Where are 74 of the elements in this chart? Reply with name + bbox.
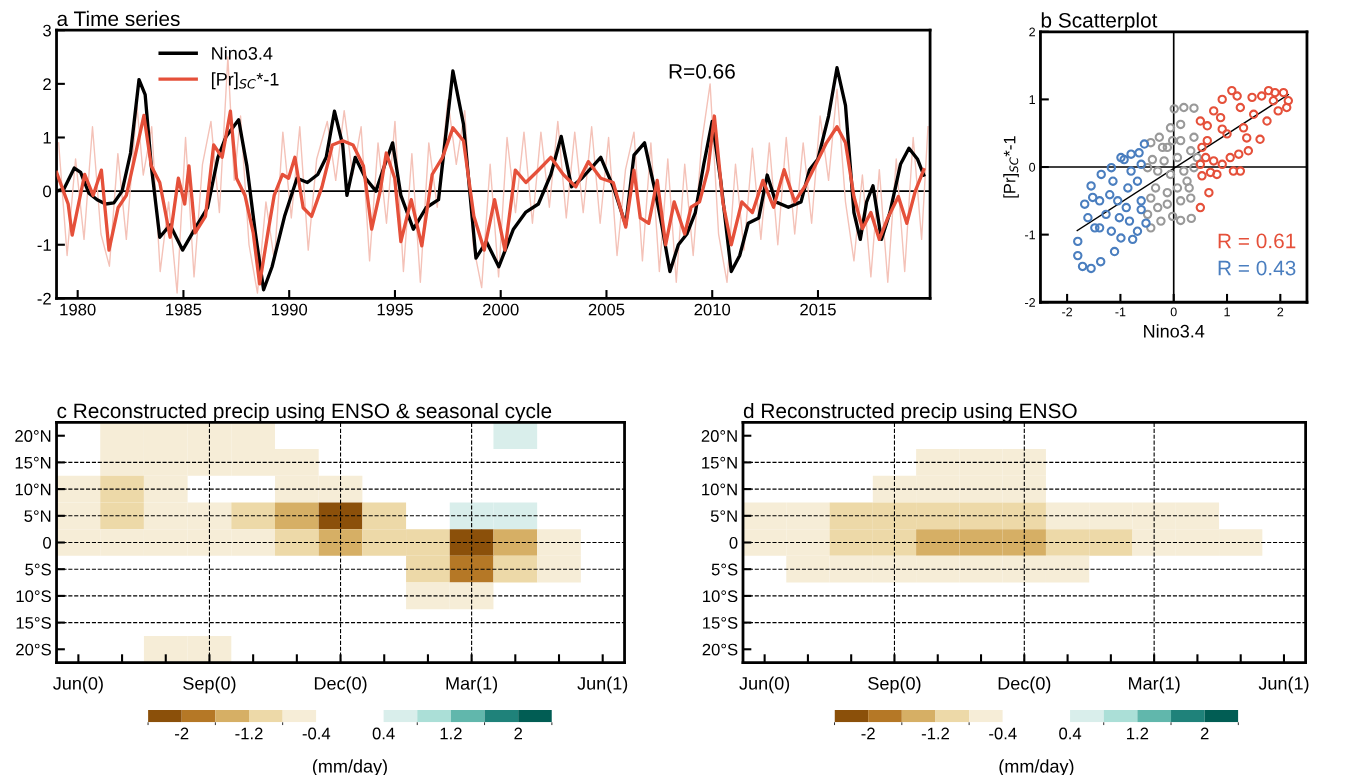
color-bar-label: -1.2 [235, 727, 263, 740]
x-tick-label: 0 [1170, 307, 1177, 317]
x-tick-label: Mar(1) [446, 676, 498, 694]
x-tick-label: -2 [1062, 307, 1073, 317]
x-tick-label: 2010 [694, 303, 731, 316]
y-tick-label: 5°N [710, 510, 737, 523]
y-tick-label: 15°S [16, 616, 51, 629]
chart-title: a Time series [57, 10, 180, 27]
text: R = 0.43 [1218, 260, 1296, 276]
legend-label: [Pr]$_{SC}$*-1 [211, 72, 279, 90]
x-tick-label: Dec(0) [314, 676, 367, 694]
y-tick-label: 0 [43, 185, 52, 198]
color-bar-label: -0.4 [989, 727, 1017, 740]
y-axis-title: [Pr]$_{SC}$*-1 [1003, 136, 1019, 198]
color-bar-label: 1.2 [440, 727, 462, 740]
y-tick-label: 0 [729, 536, 738, 549]
color-bar-label: -2 [175, 727, 189, 740]
chart-title: c Reconstructed precip using ENSO & seasonal cycle [57, 402, 552, 423]
x-tick-label: 2015 [800, 303, 836, 316]
x-tick-label: Mar(1) [1129, 676, 1180, 694]
legend-label: Nino3.4 [212, 46, 273, 60]
x-tick-label: 1990 [271, 303, 308, 316]
y-tick-label: 0 [43, 536, 52, 549]
x-tick-label: Jun(1) [1258, 676, 1309, 694]
x-tick-label: 1995 [377, 303, 413, 316]
x-tick-label: Jun(0) [53, 676, 103, 694]
x-tick-label: 2 [1277, 307, 1284, 317]
y-tick-label: 10°S [16, 590, 51, 603]
y-tick-label: 5°S [711, 563, 738, 576]
color-bar-label: -1.2 [921, 727, 949, 740]
color-bar-label: -0.4 [302, 727, 331, 740]
color-bar-label: 0.4 [372, 727, 395, 740]
series-label: R = 0.61 [1218, 233, 1296, 249]
x-tick-label: 1 [1224, 307, 1230, 317]
y-tick-label: 1 [1029, 95, 1035, 104]
x-tick-label: 2000 [483, 303, 519, 316]
x-tick-label: Dec(0) [998, 676, 1051, 694]
x-axis-title: Nino3.4 [1144, 324, 1205, 338]
y-tick-label: 10°N [702, 483, 737, 496]
y-tick-label: 10°S [703, 590, 738, 603]
y-tick-label: 15°S [703, 616, 738, 629]
y-tick-label: 10°N [15, 483, 51, 496]
chart-title: b Scatterplot [1041, 12, 1158, 32]
color-bar-label: 2 [514, 727, 523, 740]
color-bar-label: 0.4 [1059, 727, 1082, 740]
y-tick-label: 5°S [25, 563, 51, 576]
color-bar-label: -2 [861, 727, 875, 740]
x-tick-label: 2005 [588, 303, 625, 316]
color-bar-label: 1.2 [1127, 727, 1149, 740]
x-tick-label: Jun(1) [577, 676, 628, 694]
y-tick-label: 1 [43, 132, 51, 144]
y-tick-label: 20°N [15, 430, 51, 442]
chart-title: d Reconstructed precip using ENSO [743, 402, 1077, 423]
y-tick-label: 20°S [16, 643, 51, 656]
color-bar-label: 2 [1200, 727, 1209, 740]
x-tick-label: -1 [1115, 307, 1126, 317]
annotation: R=0.66 [669, 63, 735, 79]
y-tick-label: 5°N [24, 510, 51, 523]
y-tick-label: 20°S [702, 643, 738, 656]
y-tick-label: -1 [1025, 230, 1035, 240]
y-tick-label: 20°N [701, 430, 737, 442]
y-tick-label: -2 [37, 292, 51, 305]
y-tick-label: 3 [43, 24, 51, 37]
y-tick-label: 2 [43, 78, 51, 90]
x-tick-label: 1980 [60, 303, 96, 316]
y-tick-label: 2 [1029, 27, 1035, 37]
y-tick-label: 0 [1029, 162, 1036, 172]
x-tick-label: 1985 [166, 303, 202, 316]
x-tick-label: Sep(0) [868, 676, 921, 694]
y-tick-label: 15°N [15, 456, 51, 469]
x-tick-label: Sep(0) [183, 676, 236, 694]
x-tick-label: Jun(0) [739, 676, 790, 694]
y-tick-label: -1 [37, 239, 51, 251]
y-tick-label: 15°N [702, 456, 737, 469]
